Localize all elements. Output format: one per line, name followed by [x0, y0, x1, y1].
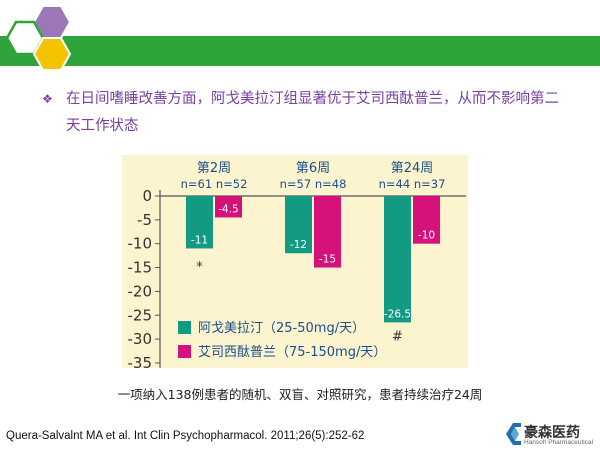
category-label: 第6周 — [296, 161, 330, 176]
legend-label: 艾司西酞普兰（75-150mg/天） — [198, 345, 386, 360]
legend-label: 阿戈美拉汀（25-50mg/天） — [198, 321, 365, 336]
bar-agomelatine — [186, 196, 213, 249]
y-tick-label: -35 — [128, 354, 153, 372]
company-logo-icon — [506, 423, 521, 445]
bullet-point: ❖ 在日间嗜睡改善方面，阿戈美拉汀组显著优于艾司西酞普兰，从而不影响第二天工作状… — [42, 86, 572, 140]
significance-marker: # — [392, 329, 403, 344]
y-tick-label: -30 — [128, 330, 153, 348]
logo-subtitle: Hansoh Pharmaceutical — [524, 439, 594, 446]
y-tick-label: -10 — [128, 235, 153, 253]
bar-agomelatine — [285, 196, 312, 254]
category-label: 第2周 — [197, 161, 231, 176]
logo-name: 豪森医药 — [524, 425, 580, 441]
legend-swatch — [178, 321, 191, 334]
bullet-text: 在日间嗜睡改善方面，阿戈美拉汀组显著优于艾司西酞普兰，从而不影响第二天工作状态 — [66, 91, 559, 134]
sample-size-label: n=44 n=37 — [379, 177, 446, 191]
citation: Quera-Salvalnt MA et al. Int Clin Psycho… — [6, 430, 365, 442]
data-label: -11 — [191, 234, 208, 246]
hex-yellow — [32, 37, 72, 71]
y-tick-label: -20 — [128, 282, 153, 300]
sample-size-label: n=61 n=52 — [181, 177, 248, 191]
study-caption: 一项纳入138例患者的随机、双盲、对照研究，患者持续治疗24周 — [117, 387, 483, 402]
data-label: -26.5 — [384, 308, 411, 320]
bar-escitalopram — [215, 196, 242, 218]
data-label: -10 — [418, 230, 435, 242]
significance-marker: * — [196, 260, 203, 275]
y-tick-label: 0 — [142, 187, 152, 205]
header-band — [0, 36, 600, 66]
legend-swatch — [178, 345, 191, 358]
hexagon-logo-decoration — [5, 5, 72, 71]
y-tick-label: -15 — [128, 259, 153, 277]
sample-size-label: n=57 n=48 — [280, 177, 347, 191]
data-label: -4.5 — [218, 203, 239, 215]
bar-escitalopram — [314, 196, 341, 268]
bullet-icon: ❖ — [42, 92, 53, 106]
data-label: -12 — [290, 239, 307, 251]
bar-agomelatine — [384, 196, 411, 323]
category-label: 第24周 — [391, 161, 434, 176]
data-label: -15 — [319, 254, 336, 266]
y-tick-label: -5 — [137, 211, 152, 229]
bar-escitalopram — [413, 196, 440, 244]
y-tick-label: -25 — [128, 306, 153, 324]
